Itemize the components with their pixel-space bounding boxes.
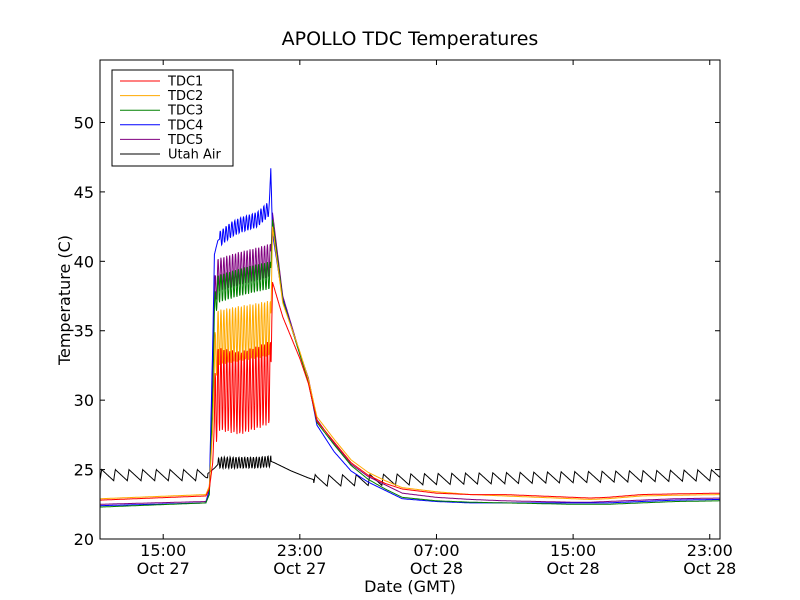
x-tick-label-date: Oct 27 bbox=[273, 559, 326, 578]
x-tick-label-time: 15:00 bbox=[550, 541, 596, 560]
series-layer bbox=[99, 168, 721, 508]
y-tick-label: 20 bbox=[74, 530, 94, 549]
x-tick-label-time: 15:00 bbox=[140, 541, 186, 560]
legend-label: TDC4 bbox=[167, 118, 203, 133]
y-axis-title: Temperature (C) bbox=[55, 235, 74, 366]
legend-label: TDC2 bbox=[167, 89, 203, 104]
y-tick-label: 50 bbox=[74, 113, 94, 132]
y-tick-label: 45 bbox=[74, 183, 94, 202]
legend-label: Utah Air bbox=[168, 148, 221, 163]
y-axis: 20 25 30 35 40 45 50 bbox=[74, 113, 720, 549]
series-line-tdc1 bbox=[100, 281, 720, 501]
legend-label: TDC3 bbox=[167, 104, 203, 119]
legend-box bbox=[111, 69, 234, 167]
y-tick-label: 40 bbox=[74, 252, 94, 271]
x-tick-label-time: 07:00 bbox=[413, 541, 459, 560]
x-tick-label-date: Oct 28 bbox=[547, 559, 600, 578]
y-tick-label: 30 bbox=[74, 391, 94, 410]
x-tick-label-date: Oct 28 bbox=[683, 559, 736, 578]
x-tick-label-date: Oct 28 bbox=[410, 559, 463, 578]
plot-frame bbox=[99, 59, 721, 540]
legend-label: TDC5 bbox=[167, 133, 203, 148]
series-line-tdc5 bbox=[100, 212, 720, 505]
chart-title: APOLLO TDC Temperatures bbox=[282, 28, 539, 50]
y-tick-label: 25 bbox=[74, 461, 94, 480]
series-line-tdc3 bbox=[100, 219, 720, 508]
x-tick-label-time: 23:00 bbox=[277, 541, 323, 560]
x-tick-label-time: 23:00 bbox=[687, 541, 733, 560]
series-line-utah-air bbox=[99, 455, 721, 488]
legend-label: TDC1 bbox=[167, 75, 203, 90]
series-line-tdc2 bbox=[100, 226, 720, 500]
y-tick-label: 35 bbox=[74, 322, 94, 341]
x-axis-title: Date (GMT) bbox=[364, 577, 456, 596]
x-tick-label-date: Oct 27 bbox=[137, 559, 190, 578]
